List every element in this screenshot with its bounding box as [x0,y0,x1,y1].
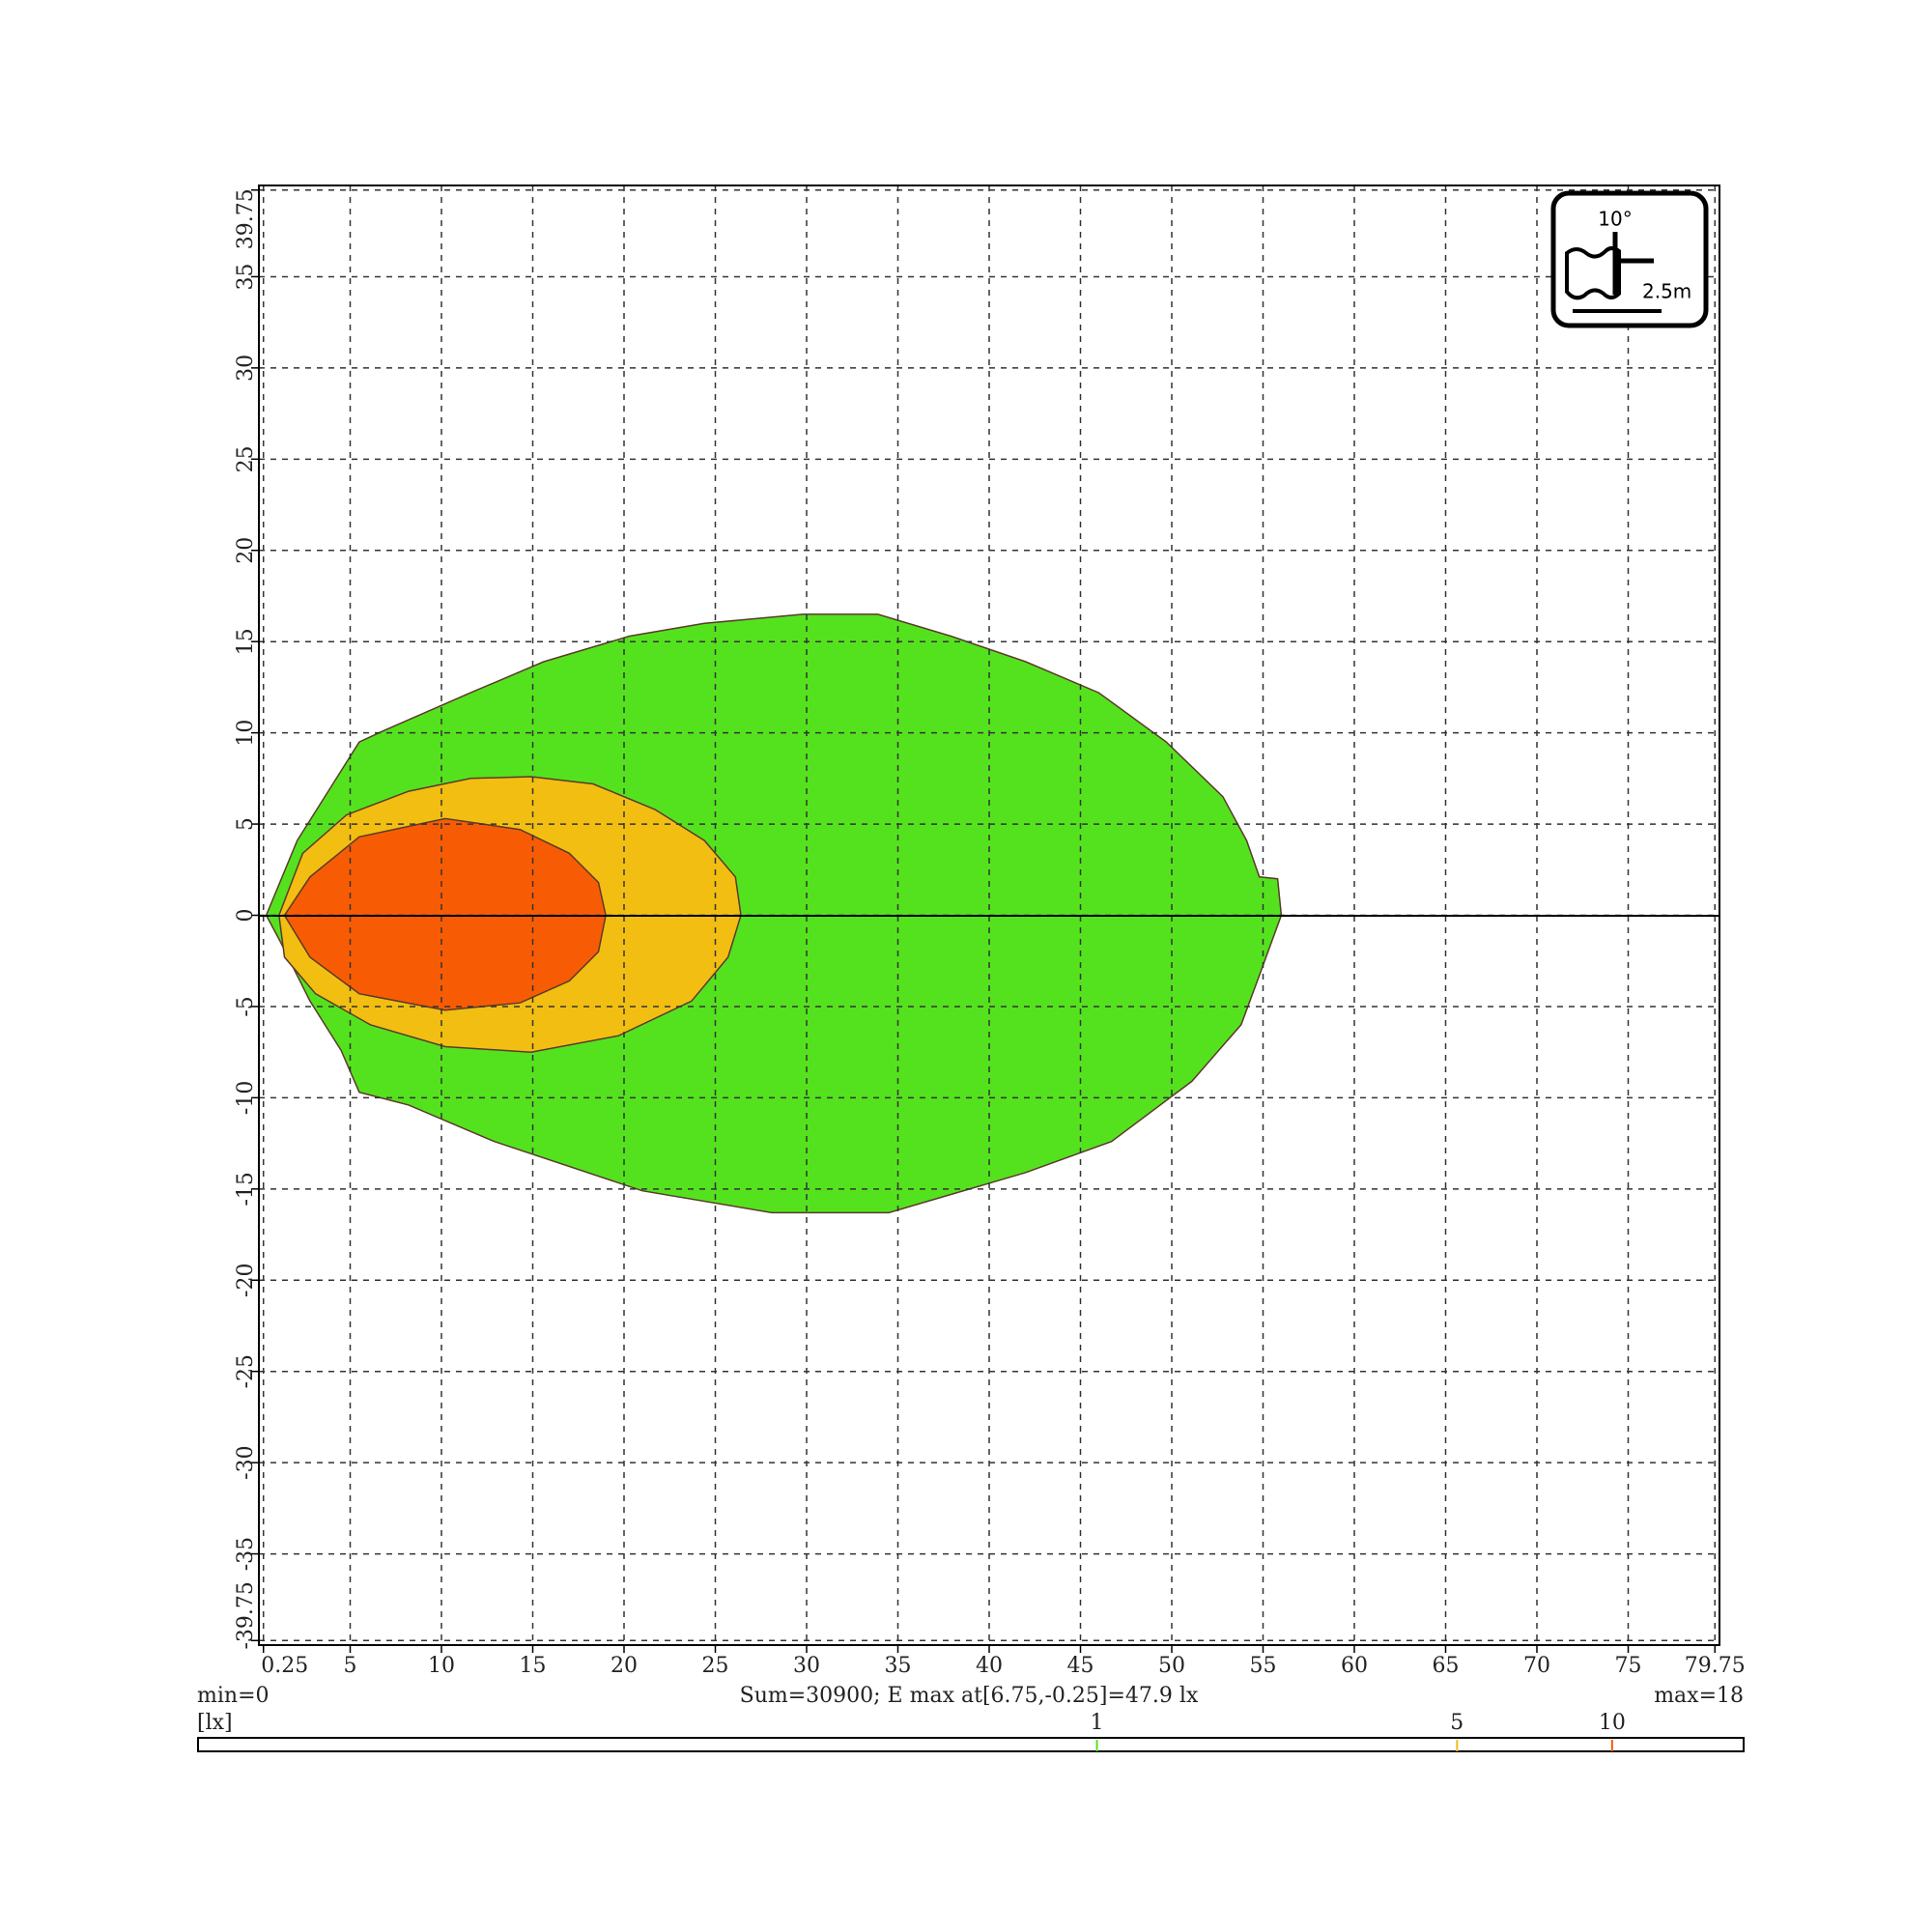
summary: Sum=30900; E max at[6.75,-0.25]=47.9 lx [740,1684,1199,1708]
colorbar-tick-label: 1 [1091,1711,1104,1735]
y-tick-label: -5 [234,996,258,1016]
x-tick-label: 15 [520,1654,547,1678]
x-tick-label: 60 [1341,1654,1368,1678]
x-tick-label: 40 [976,1654,1003,1678]
contour-layer [265,613,1283,1214]
x-tick-label: 10 [428,1654,455,1678]
y-tick-label: 15 [234,628,258,655]
y-tick-label: -10 [234,1081,258,1115]
x-tick-label: 75 [1615,1654,1642,1678]
y-tick-label: 39.75 [234,188,258,249]
y-tick-label: 0 [234,909,258,923]
x-tick-label: 45 [1067,1654,1094,1678]
x-tick-label: 65 [1433,1654,1460,1678]
x-tick-label: 35 [885,1654,912,1678]
icon-angle: 10° [1598,208,1632,231]
y-tick-label: 35 [234,263,258,290]
y-tick-label: -39.75 [234,1581,258,1649]
y-tick-label: 5 [234,817,258,831]
icon: 10° 2.5m [1550,190,1709,328]
colorbar-tick-label: 10 [1599,1711,1626,1735]
x-tick-label: 5 [344,1654,357,1678]
icon-height: 2.5m [1642,280,1691,303]
y-tick-label: 25 [234,445,258,472]
y-tick-label: -20 [234,1264,258,1297]
icon-lamp [1565,246,1621,300]
y-tick-label: 20 [234,537,258,564]
y-tick-label: -15 [234,1172,258,1206]
x-tick-label: 25 [702,1654,729,1678]
label-layer: 0.25 5 10 15 20 25 30 35 40 45 50 55 60 65 70 75 79.75-3… [234,188,1746,1678]
x-tick-label: 70 [1523,1654,1550,1678]
y-tick-label: -30 [234,1445,258,1479]
y-tick-label: 30 [234,355,258,382]
y-tick-label: -25 [234,1354,258,1388]
x-tick-label: 50 [1158,1654,1185,1678]
colorbar [197,1737,1745,1752]
x-tick-label: 20 [611,1654,638,1678]
contour-region [265,613,1283,1214]
min-text: min=0 [197,1684,270,1708]
plot-frame [258,185,1720,1646]
y-tick-label: 10 [234,720,258,747]
x-tick-label: 30 [793,1654,820,1678]
colorbar-label: [lx] [197,1711,233,1735]
colorbar-tick-label: 5 [1450,1711,1463,1735]
y-tick-label: -35 [234,1537,258,1571]
x-tick-label: 79.75 [1685,1654,1746,1678]
x-tick-label: 0.25 [261,1654,308,1678]
x-tick-label: 55 [1250,1654,1277,1678]
max-text: max=18 [1654,1684,1744,1708]
